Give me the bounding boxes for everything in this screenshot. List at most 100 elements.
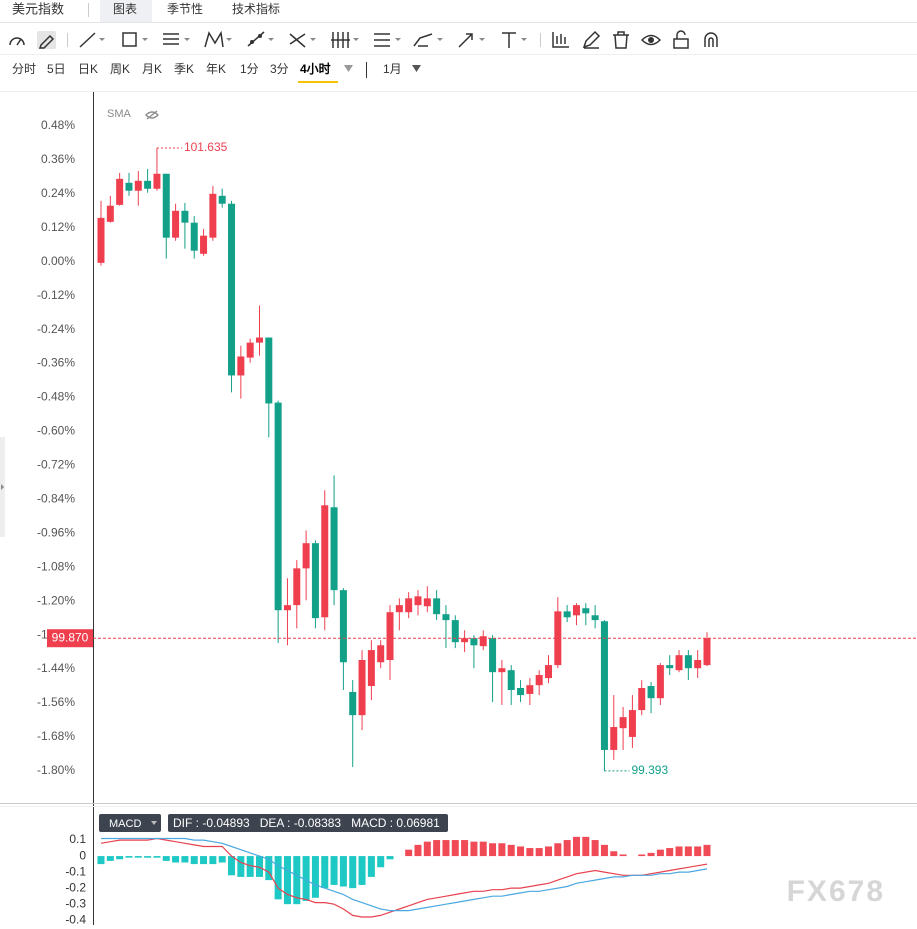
period-option[interactable]: 日K	[78, 62, 98, 76]
period-bar: 分时 5日 日K 周K 月K 季K 年K 1分 3分 4小时	[12, 61, 338, 83]
candle-body	[591, 615, 599, 621]
tool-icon[interactable]	[37, 31, 56, 49]
candle-body	[349, 691, 357, 716]
dropdown-arrow[interactable]	[412, 65, 421, 72]
macd-bar	[237, 856, 245, 877]
tool-icon[interactable]	[247, 31, 274, 47]
macd-bar	[283, 856, 291, 905]
tab[interactable]: 季节性	[167, 2, 203, 16]
macd-bar	[600, 844, 608, 857]
period-option[interactable]: 4小时	[300, 61, 331, 76]
candle-body	[116, 178, 124, 205]
candle-body	[498, 668, 506, 673]
macd-bar	[423, 841, 431, 857]
candle-body	[628, 710, 636, 737]
candle-body	[694, 660, 702, 669]
period-option[interactable]: 5日	[47, 62, 66, 76]
y-tick-label: -0.24%	[37, 322, 75, 336]
macd-bar	[535, 848, 543, 857]
indicator-select[interactable]	[99, 814, 161, 832]
macd-bar	[461, 840, 469, 857]
macd-bar	[172, 856, 180, 863]
tool-icon[interactable]	[204, 30, 232, 48]
tool-icon[interactable]	[331, 32, 359, 48]
candle-body	[125, 182, 133, 191]
period-option[interactable]: 分时	[12, 62, 36, 76]
indicator-name[interactable]: MACD	[109, 818, 141, 830]
macd-bar	[265, 856, 273, 881]
tool-icon[interactable]	[673, 30, 689, 49]
tool-icon[interactable]	[79, 32, 105, 48]
macd-bar	[218, 856, 226, 863]
candle-body	[162, 173, 170, 238]
candle-body	[302, 543, 310, 569]
candle-body	[684, 655, 692, 669]
y-tick-label: -1.08%	[37, 559, 75, 573]
tool-icon[interactable]	[582, 30, 601, 49]
period-option[interactable]: 季K	[174, 62, 194, 76]
candle-body	[545, 665, 553, 679]
y-tick-label: -0.60%	[37, 424, 75, 438]
tool-icon[interactable]	[552, 32, 569, 48]
candle-body	[395, 605, 403, 613]
range-selector[interactable]: 1月	[383, 62, 402, 76]
high-label: 101.635	[184, 140, 228, 154]
candle-body	[311, 543, 319, 619]
candle-body	[339, 590, 347, 663]
period-option[interactable]: 月K	[142, 62, 162, 76]
macd-bar	[200, 856, 208, 865]
tool-icon[interactable]	[374, 33, 401, 47]
tool-icon[interactable]	[502, 32, 527, 48]
candle-body	[479, 636, 487, 647]
y-tick-label: 0	[79, 848, 86, 862]
macd-line	[100, 837, 708, 918]
macd-bar	[498, 843, 506, 857]
macd-bar	[330, 856, 338, 885]
macd-bar	[666, 848, 674, 857]
period-option[interactable]: 1分	[240, 62, 259, 76]
macd-bar	[656, 849, 664, 857]
period-option[interactable]: 年K	[206, 62, 226, 76]
dropdown-arrow[interactable]	[344, 65, 353, 72]
dropdown-arrow	[151, 821, 157, 825]
candle-body	[330, 507, 338, 591]
macd-bar	[106, 856, 114, 861]
tab[interactable]: 技术指标	[232, 1, 280, 16]
tool-icon[interactable]	[640, 34, 662, 46]
candle-body	[619, 717, 627, 729]
y-tick-label: -0.96%	[37, 525, 75, 539]
candle-body	[414, 596, 422, 606]
y-tick-label: 0.48%	[41, 118, 75, 132]
candle-body	[97, 217, 105, 263]
candle-body	[554, 611, 562, 666]
tool-icon[interactable]	[413, 33, 443, 47]
tool-icon[interactable]	[289, 33, 316, 48]
tool-icon[interactable]	[163, 33, 190, 45]
period-option[interactable]: 3分	[270, 62, 289, 76]
tool-icon[interactable]	[458, 33, 485, 48]
visibility-icon[interactable]	[145, 110, 159, 120]
tool-icon[interactable]	[122, 32, 148, 47]
tab[interactable]: 图表	[113, 2, 137, 16]
candle-body	[237, 356, 245, 376]
macd-line	[101, 837, 708, 912]
y-tick-label: -1.20%	[37, 593, 75, 607]
active-underline	[298, 81, 338, 83]
tool-icon[interactable]	[704, 32, 718, 47]
macd-bar	[517, 846, 525, 857]
tool-icon[interactable]	[613, 31, 629, 49]
macd-bar	[526, 848, 534, 857]
candle-body	[321, 505, 329, 618]
tool-icon[interactable]	[9, 37, 25, 46]
candle-body	[367, 650, 375, 687]
period-option[interactable]: 周K	[110, 62, 130, 76]
price-chart: 0.48% 0.36% 0.24% 0.12% 0.00% -0.12% -0.24% -0.…	[37, 118, 917, 777]
macd-bar	[181, 856, 189, 863]
y-tick-label: 0.36%	[41, 152, 75, 166]
macd-bar	[144, 856, 152, 858]
macd-bar	[311, 856, 319, 898]
candle-body	[507, 670, 515, 690]
candle-body	[461, 638, 469, 643]
candle-body	[405, 598, 413, 613]
macd-bar	[321, 856, 329, 889]
